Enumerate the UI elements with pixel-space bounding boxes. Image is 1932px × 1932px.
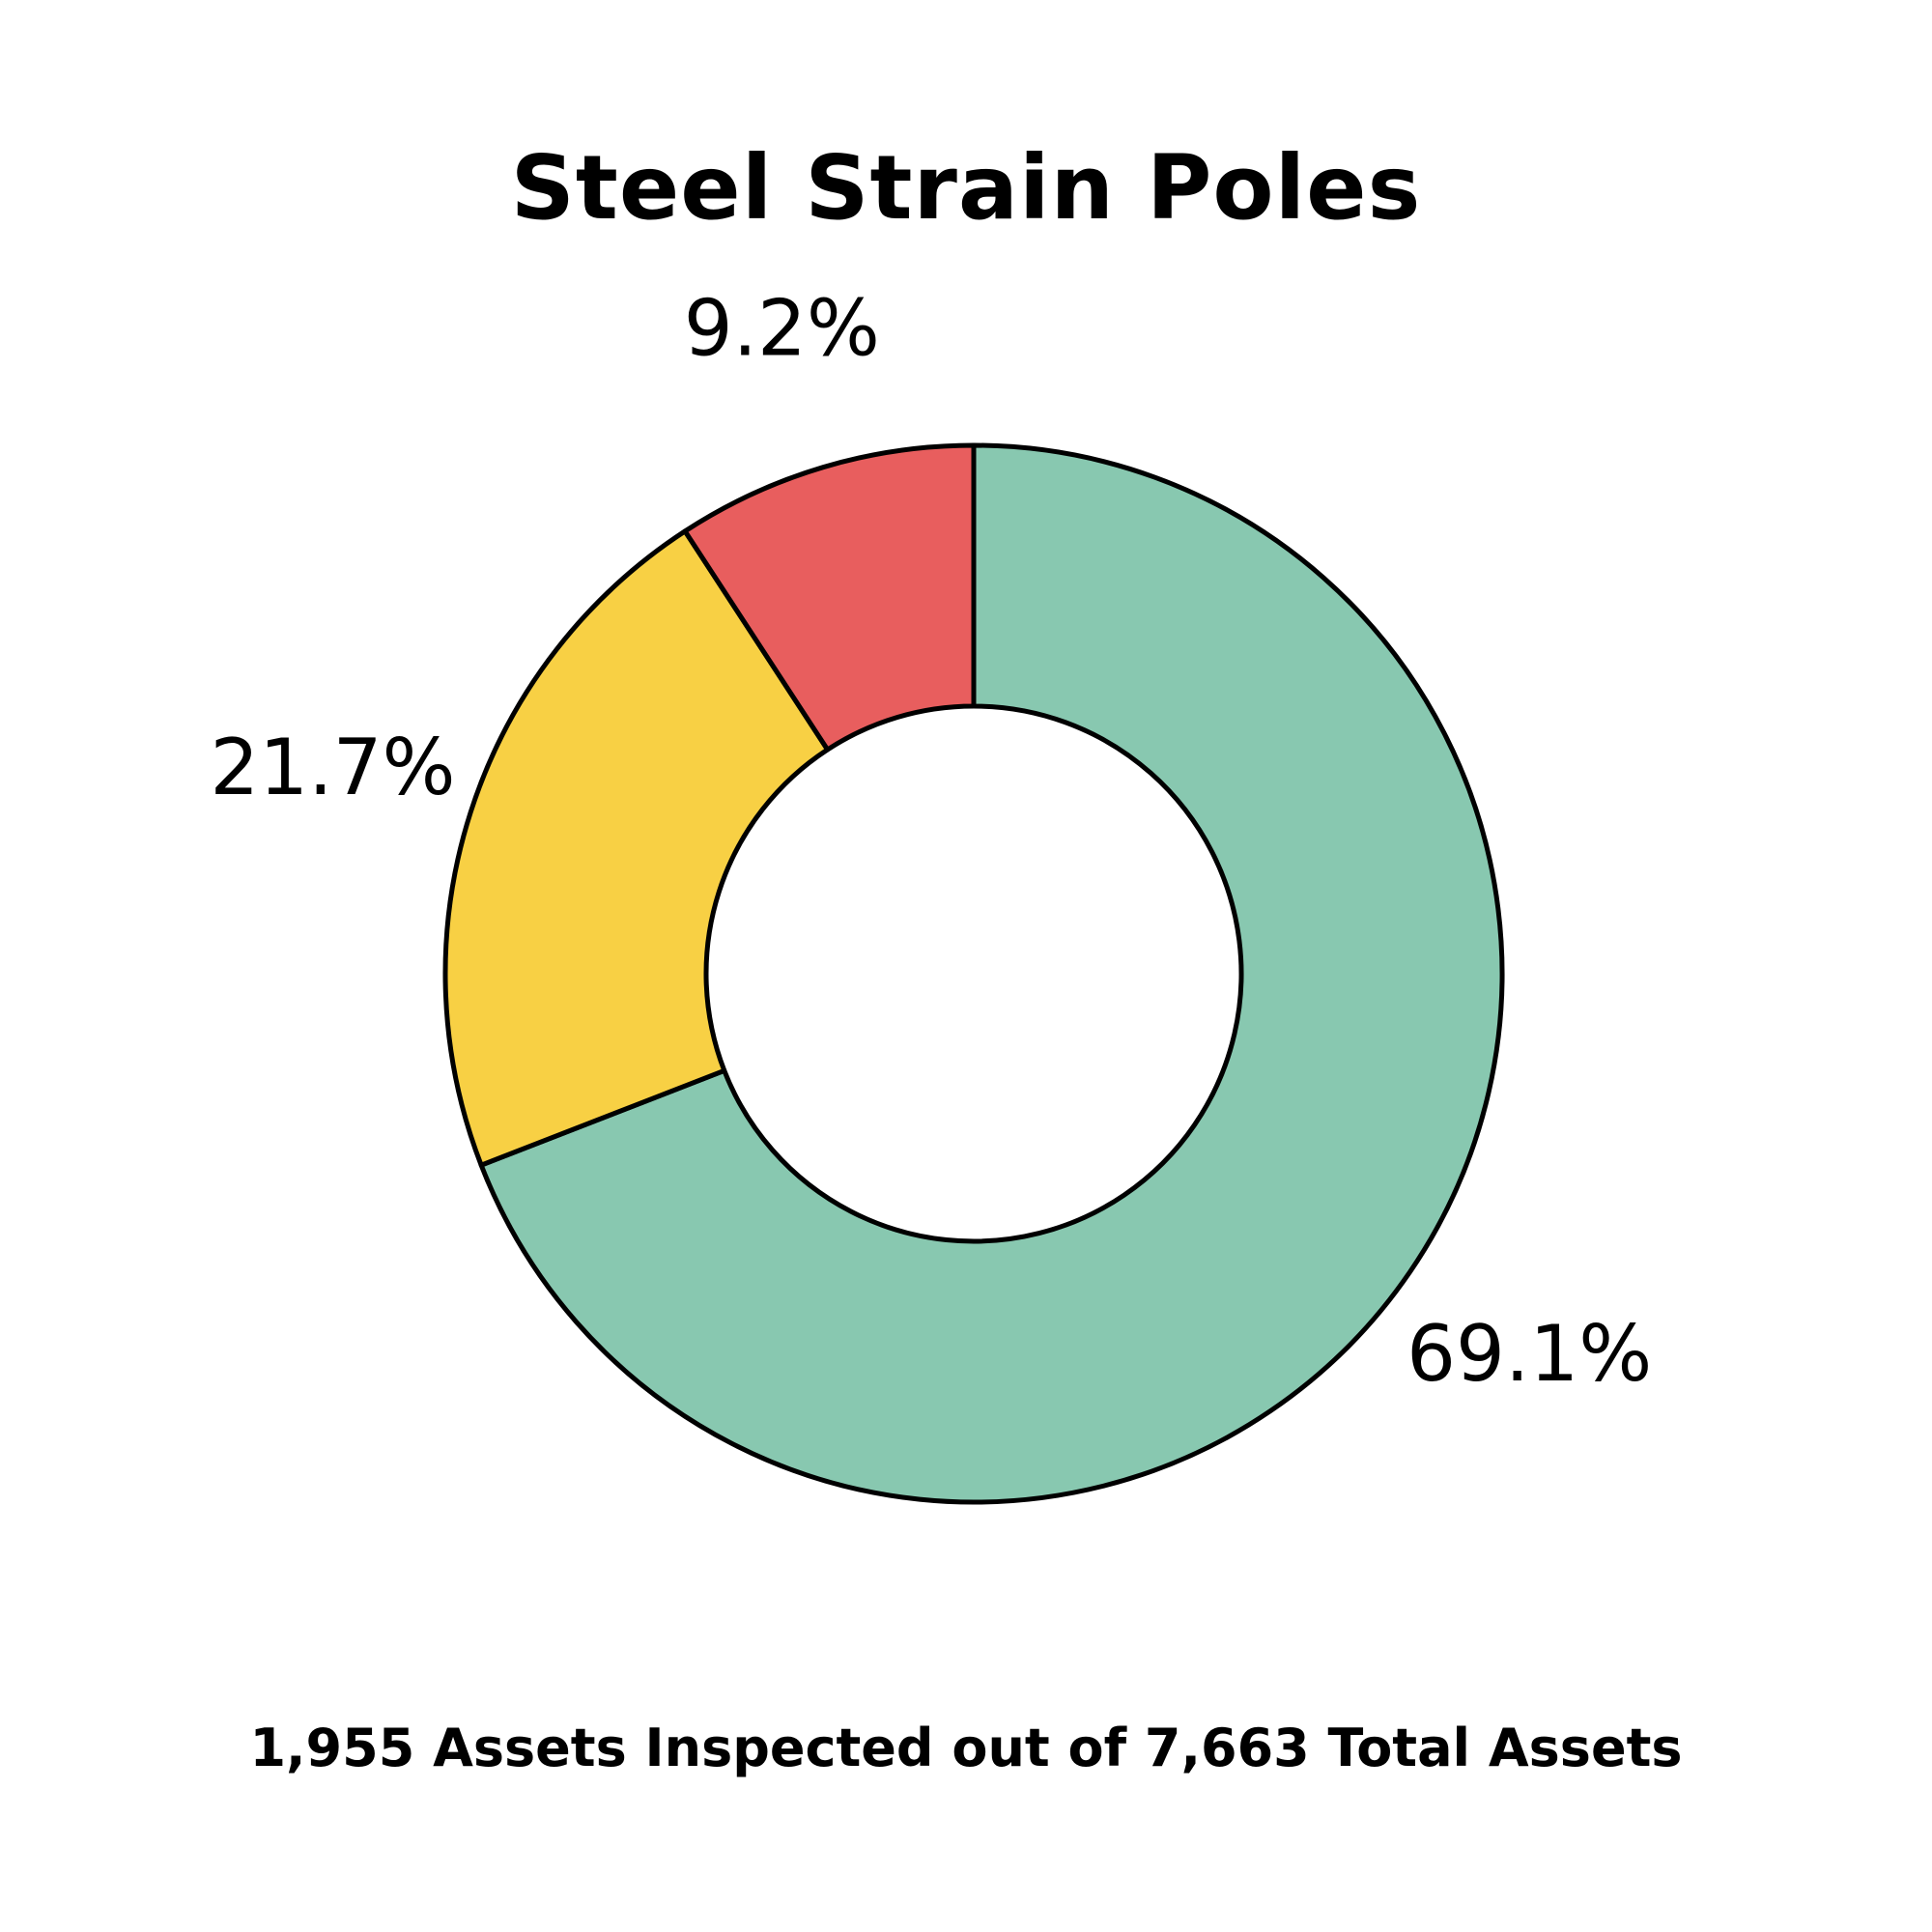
slice-value-label: 9.2% (684, 283, 880, 373)
assets-inspected-note: 1,955 Assets Inspected out of 7,663 Tota… (249, 1718, 1683, 1778)
donut-slice (478, 442, 1505, 1505)
donut-slice (682, 442, 977, 753)
chart-title: Steel Strain Poles (510, 136, 1422, 240)
donut-slices (442, 442, 1505, 1505)
slice-labels: 69.1% 21.7% 9.2% (210, 283, 1652, 1399)
donut-slice (442, 528, 831, 1168)
slice-value-label: 21.7% (210, 723, 455, 812)
slice-value-label: 69.1% (1406, 1309, 1652, 1399)
